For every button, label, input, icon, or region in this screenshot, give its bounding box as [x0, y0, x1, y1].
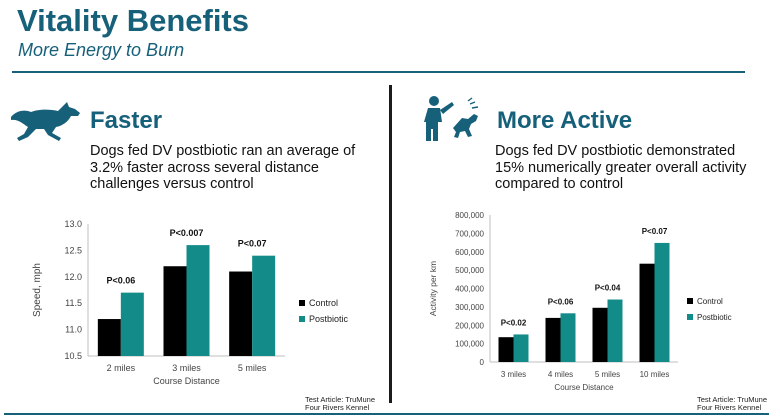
y-tick-label: 0	[480, 358, 485, 367]
p-value-label: P<0.02	[501, 318, 527, 327]
postbiotic-bar	[252, 255, 276, 356]
postbiotic-bar	[186, 245, 210, 356]
running-dog-icon	[11, 102, 80, 141]
y-tick-label: 600,000	[455, 248, 484, 257]
postbiotic-legend-label: Postbiotic	[309, 314, 349, 324]
y-tick-label: 500,000	[455, 266, 484, 275]
x-category-label: 3 miles	[501, 370, 526, 379]
control-bar	[545, 317, 561, 362]
person-playing-with-dog-icon	[424, 96, 479, 141]
x-category-label: 5 miles	[238, 363, 267, 373]
postbiotic-bar	[607, 299, 623, 362]
y-axis-title: Activity per km	[428, 261, 438, 316]
y-tick-label: 100,000	[455, 340, 484, 349]
postbiotic-legend-label: Postbiotic	[697, 313, 732, 322]
activity-chart: 0 100,000 200,000 300,000 400,000 500,000 600,…	[428, 211, 732, 392]
p-value-label: P<0.07	[238, 239, 267, 249]
p-value-label: P<0.007	[170, 228, 204, 238]
control-bar	[592, 307, 608, 362]
header-divider	[12, 71, 745, 73]
x-category-label: 2 miles	[107, 363, 136, 373]
control-legend-swatch	[687, 298, 693, 304]
p-value-label: P<0.04	[595, 284, 621, 293]
control-bar	[163, 266, 187, 356]
y-tick-label: 10.5	[64, 351, 82, 361]
x-category-label: 5 miles	[595, 370, 620, 379]
postbiotic-bar	[120, 292, 144, 356]
x-axis-title: Course Distance	[554, 383, 614, 392]
control-bar	[229, 271, 253, 356]
page-title: Vitality Benefits	[17, 3, 250, 38]
y-tick-label: 400,000	[455, 285, 484, 294]
y-tick-label: 700,000	[455, 229, 484, 238]
x-category-label: 10 miles	[640, 370, 670, 379]
faster-heading: Faster	[90, 107, 163, 134]
y-tick-label: 13.0	[64, 219, 82, 229]
y-axis-title: Speed, mph	[32, 263, 43, 317]
postbiotic-bar	[654, 242, 670, 362]
postbiotic-legend-swatch	[299, 316, 305, 322]
postbiotic-bar	[560, 313, 576, 362]
left-test-article: Test Article: TruMune	[305, 395, 376, 404]
p-value-label: P<0.06	[106, 276, 135, 286]
right-kennel: Four Rivers Kennel	[697, 403, 762, 412]
y-tick-label: 11.5	[65, 298, 82, 308]
control-bar	[97, 319, 121, 356]
more-active-description: Dogs fed DV postbiotic demonstrated 15% …	[495, 143, 747, 192]
faster-description: Dogs fed DV postbiotic ran an average of…	[90, 143, 356, 192]
y-tick-label: 300,000	[455, 303, 484, 312]
speed-chart: 10.5 11.0 11.5 12.0 12.5 13.0 P<0.06 2 miles P<0…	[32, 219, 349, 385]
p-value-label: P<0.06	[548, 297, 574, 306]
right-test-article: Test Article: TruMune	[697, 395, 768, 404]
more-active-heading: More Active	[497, 107, 633, 134]
postbiotic-legend-swatch	[687, 314, 693, 320]
postbiotic-bar	[513, 334, 529, 362]
left-kennel: Four Rivers Kennel	[305, 403, 370, 412]
column-divider	[389, 85, 392, 403]
control-legend-label: Control	[697, 297, 723, 306]
control-legend-swatch	[299, 300, 305, 306]
y-tick-label: 12.0	[64, 272, 82, 282]
x-axis-title: Course Distance	[153, 376, 220, 385]
y-tick-label: 12.5	[64, 245, 82, 255]
y-tick-label: 800,000	[455, 211, 484, 220]
y-tick-label: 200,000	[455, 321, 484, 330]
control-bar	[498, 337, 514, 362]
control-legend-label: Control	[309, 298, 338, 308]
footer-divider	[4, 413, 769, 415]
control-bar	[639, 263, 655, 362]
x-category-label: 3 miles	[172, 363, 201, 373]
y-tick-label: 11.0	[65, 325, 82, 335]
x-category-label: 4 miles	[548, 370, 573, 379]
page-subtitle: More Energy to Burn	[18, 40, 185, 60]
p-value-label: P<0.07	[642, 227, 668, 236]
